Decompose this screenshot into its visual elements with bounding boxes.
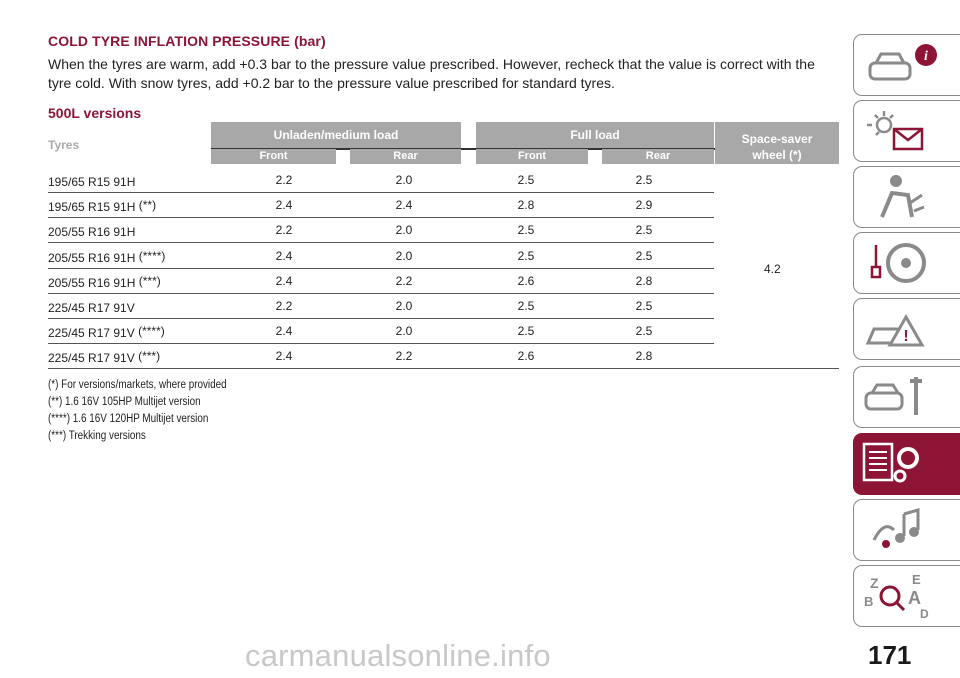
row-divider <box>48 343 714 345</box>
row-divider <box>48 368 839 370</box>
pressure-cell-ur: 2.0 <box>395 324 413 339</box>
tyre-size-text: 225/45 R17 91V <box>48 326 139 341</box>
pressure-cell-ur: 2.2 <box>395 273 413 288</box>
pressure-cell-ff: 2.5 <box>517 248 535 263</box>
pressure-cell-fr: 2.5 <box>635 223 653 238</box>
fullload-header: Full load <box>476 122 714 148</box>
pressure-cell-ff: 2.5 <box>517 223 535 238</box>
page-number: 171 <box>868 640 912 670</box>
tyre-note: (****) <box>138 324 165 339</box>
tyres-header: Tyres <box>48 122 210 164</box>
unladen-rear-header: Rear <box>350 149 461 164</box>
tyre-size-text: 225/45 R17 91V <box>48 301 135 315</box>
full-rear-header: Rear <box>602 149 714 164</box>
spacesaver-header: Space-saver wheel (*) <box>715 122 839 164</box>
pressure-cell-fr: 2.5 <box>635 324 653 339</box>
pressure-cell-fr: 2.8 <box>635 349 653 364</box>
pressure-cell-ur: 2.0 <box>395 223 413 238</box>
pressure-cell-fr: 2.5 <box>635 248 653 263</box>
pressure-cell-ur: 2.0 <box>395 299 413 313</box>
pressure-cell-fr: 2.5 <box>635 173 653 187</box>
pressure-cell-fr: 2.5 <box>635 299 653 313</box>
pressure-cell-uf: 2.2 <box>275 173 293 187</box>
svg-text:!: ! <box>903 328 908 345</box>
pressure-cell-ff: 2.5 <box>517 173 535 187</box>
pressure-cell-ur: 2.0 <box>395 173 413 187</box>
row-divider <box>48 292 714 294</box>
full-front-header: Front <box>476 149 588 164</box>
tyre-size-cell: 195/65 R15 91H (**) <box>48 198 156 214</box>
footnote: (**) 1.6 16V 105HP Multijet version <box>48 396 201 408</box>
nav-tab-technical-specs[interactable] <box>853 433 960 495</box>
pressure-cell-ur: 2.2 <box>395 349 413 364</box>
pressure-cell-uf: 2.4 <box>275 324 293 339</box>
footnote: (*) For versions/markets, where provided <box>48 379 227 391</box>
footnotes: (*) For versions/markets, where provided… <box>48 377 227 445</box>
tyre-size-text: 195/65 R15 91H <box>48 200 139 215</box>
tyre-size-text: 205/55 R16 91H <box>48 275 139 290</box>
footnote: (****) 1.6 16V 120HP Multijet version <box>48 413 209 425</box>
tyre-size-cell: 225/45 R17 91V <box>48 299 135 315</box>
pressure-cell-ff: 2.5 <box>517 324 535 339</box>
pressure-cell-uf: 2.4 <box>275 349 293 364</box>
tyre-note: (**) <box>138 198 157 213</box>
spacesaver-value: 4.2 <box>764 262 781 276</box>
row-divider <box>48 267 714 269</box>
pressure-cell-uf: 2.4 <box>275 273 293 288</box>
row-divider <box>48 217 714 219</box>
nav-tab-safety-airbag[interactable] <box>853 166 960 228</box>
svg-text:A: A <box>908 588 921 608</box>
svg-text:D: D <box>920 607 929 621</box>
pressure-cell-uf: 2.4 <box>275 248 293 263</box>
tyre-size-text: 195/65 R15 91H <box>48 175 136 189</box>
intro-paragraph: When the tyres are warm, add +0.3 bar to… <box>48 56 815 91</box>
row-divider <box>48 192 714 193</box>
svg-text:E: E <box>912 572 921 587</box>
tyre-size-text: 225/45 R17 91V <box>48 351 139 366</box>
nav-tab-multimedia[interactable] <box>853 499 960 561</box>
tyre-size-cell: 225/45 R17 91V (***) <box>48 349 160 365</box>
row-divider <box>48 242 714 244</box>
tyre-size-cell: 205/55 R16 91H (***) <box>48 274 161 290</box>
tyre-size-text: 205/55 R16 91H <box>48 225 136 240</box>
footnote: (***) Trekking versions <box>48 430 146 442</box>
section-title: 500L versions <box>48 105 142 121</box>
pressure-cell-fr: 2.8 <box>635 273 653 288</box>
pressure-cell-ff: 2.6 <box>517 349 535 364</box>
pressure-cell-ur: 2.4 <box>395 198 413 213</box>
tyre-size-cell: 205/55 R16 91H <box>48 223 135 239</box>
tyre-note: (***) <box>138 349 161 364</box>
tyre-size-cell: 195/65 R15 91H <box>48 173 135 189</box>
header-divider <box>211 148 715 150</box>
pressure-cell-fr: 2.9 <box>635 198 653 213</box>
tyre-note: (***) <box>138 273 161 288</box>
watermark: carmanualsonline.info <box>245 638 551 673</box>
tyre-size-cell: 205/55 R16 91H (****) <box>48 249 165 265</box>
tyre-size-cell: 225/45 R17 91V (****) <box>48 324 165 340</box>
nav-tab-starting-driving[interactable] <box>853 232 960 294</box>
unladen-header: Unladen/medium load <box>211 122 461 148</box>
pressure-cell-ff: 2.6 <box>517 273 535 288</box>
pressure-cell-ur: 2.0 <box>395 248 413 263</box>
pressure-cell-uf: 2.2 <box>275 299 293 313</box>
nav-tab-warning-lights[interactable] <box>853 100 960 162</box>
page-title: COLD TYRE INFLATION PRESSURE (bar) <box>48 33 326 49</box>
tyre-note: (****) <box>138 248 166 263</box>
svg-text:i: i <box>924 49 928 64</box>
nav-tab-emergency[interactable]: ! <box>853 298 960 360</box>
row-divider <box>48 318 714 319</box>
tyre-size-text: 205/55 R16 91H <box>48 250 139 265</box>
svg-text:B: B <box>864 594 873 609</box>
nav-tab-car-info[interactable]: i <box>853 34 960 96</box>
pressure-cell-ff: 2.8 <box>517 198 535 213</box>
pressure-cell-uf: 2.4 <box>275 198 293 213</box>
svg-text:Z: Z <box>870 575 879 591</box>
nav-tab-maintenance[interactable] <box>853 366 960 428</box>
pressure-cell-uf: 2.2 <box>275 223 293 238</box>
unladen-front-header: Front <box>211 149 336 164</box>
pressure-cell-ff: 2.5 <box>517 299 535 313</box>
